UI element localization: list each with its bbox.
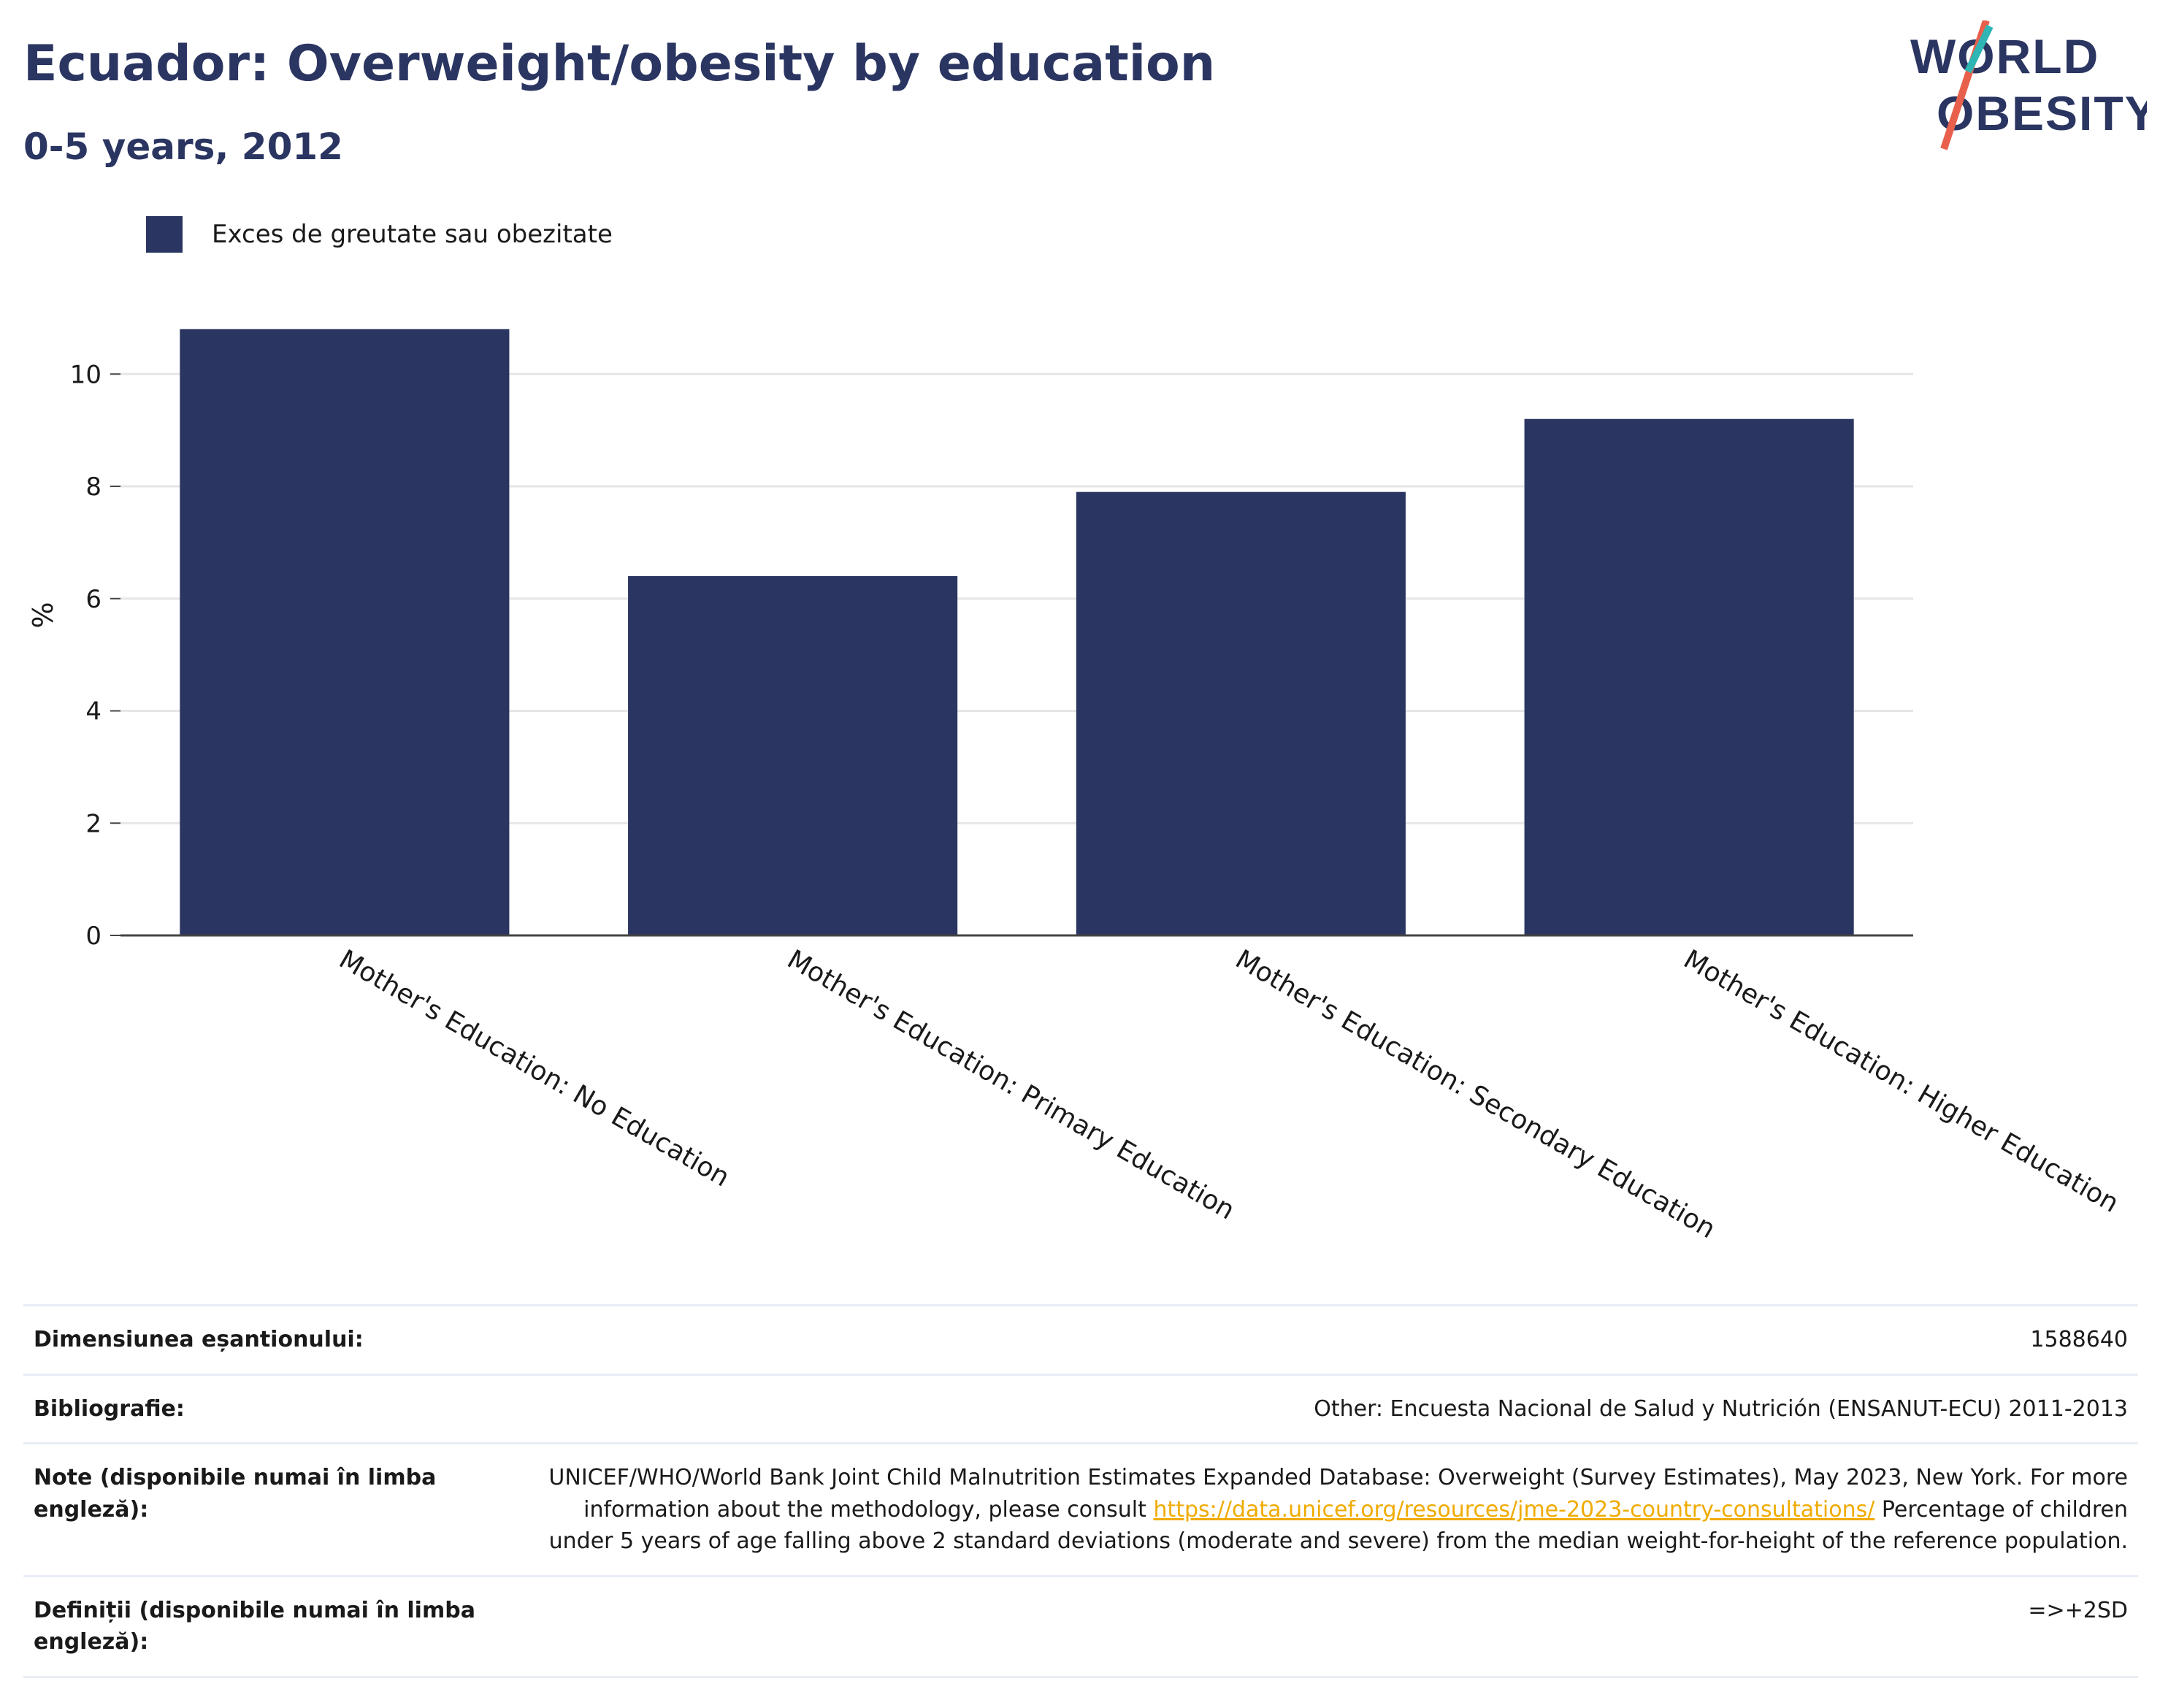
- legend-label: Exces de greutate sau obezitate: [212, 220, 613, 249]
- meta-row-definitions: Definiții (disponibile numai în limba en…: [23, 1574, 2138, 1678]
- legend-swatch: [146, 216, 183, 253]
- notes-text-2: Percentage of children under 5 years of …: [548, 1496, 2128, 1555]
- chart-subtitle: 0-5 years, 2012: [23, 126, 343, 168]
- meta-row-bibliography: Bibliografie: Other: Encuesta Nacional d…: [23, 1373, 2138, 1443]
- x-tick-label: Mother's Education: No Education: [334, 944, 734, 1192]
- metadata-table: Dimensiunea eșantionului: 1588640 Biblio…: [23, 1304, 2138, 1678]
- x-tick-label: Mother's Education: Primary Education: [782, 944, 1239, 1225]
- sample-size-value: 1588640: [2030, 1327, 2128, 1352]
- y-tick-label: 4: [85, 697, 102, 727]
- bibliography-label: Bibliografie:: [34, 1395, 185, 1422]
- notes-value: UNICEF/WHO/World Bank Joint Child Malnut…: [545, 1462, 2128, 1558]
- bar: [628, 576, 958, 935]
- x-tick-label: Mother's Education: Higher Education: [1679, 944, 2124, 1219]
- svg-text:WORLD: WORLD: [1910, 29, 2099, 83]
- notes-text-1: UNICEF/WHO/World Bank Joint Child Malnut…: [548, 1465, 2128, 1523]
- y-tick-label: 6: [85, 585, 102, 614]
- bar: [1524, 418, 1854, 935]
- definitions-value: =>+2SD: [2028, 1597, 2128, 1623]
- y-tick-label: 0: [85, 922, 102, 951]
- y-tick-label: 10: [70, 360, 102, 389]
- definitions-label: Definiții (disponibile numai în limba en…: [34, 1597, 475, 1655]
- sample-size-label: Dimensiunea eșantionului:: [34, 1327, 364, 1352]
- methodology-link[interactable]: https://data.unicef.org/resources/jme-20…: [1153, 1496, 1875, 1523]
- world-obesity-logo: WORLD OBESITY: [1910, 20, 2147, 150]
- bar-chart: 0 2 4 6 8 10% Mother's Education: No Education…: [27, 329, 2124, 1244]
- x-tick-label: Mother's Education: Secondary Education: [1230, 944, 1720, 1244]
- chart-legend: Exces de greutate sau obezitate: [146, 216, 613, 253]
- meta-row-notes: Note (disponibile numai în limba engleză…: [23, 1442, 2138, 1575]
- svg-text:OBESITY: OBESITY: [1937, 86, 2147, 140]
- bar: [1076, 491, 1406, 935]
- y-axis-label: %: [27, 602, 59, 628]
- y-tick-label: 2: [85, 809, 102, 838]
- y-tick-label: 8: [85, 472, 102, 502]
- meta-row-sample: Dimensiunea eșantionului: 1588640: [23, 1304, 2138, 1374]
- bar: [180, 329, 510, 935]
- chart-title: Ecuador: Overweight/obesity by education: [23, 35, 1216, 93]
- notes-label: Note (disponibile numai în limba engleză…: [34, 1465, 437, 1523]
- bibliography-value: Other: Encuesta Nacional de Salud y Nutr…: [1314, 1395, 2128, 1422]
